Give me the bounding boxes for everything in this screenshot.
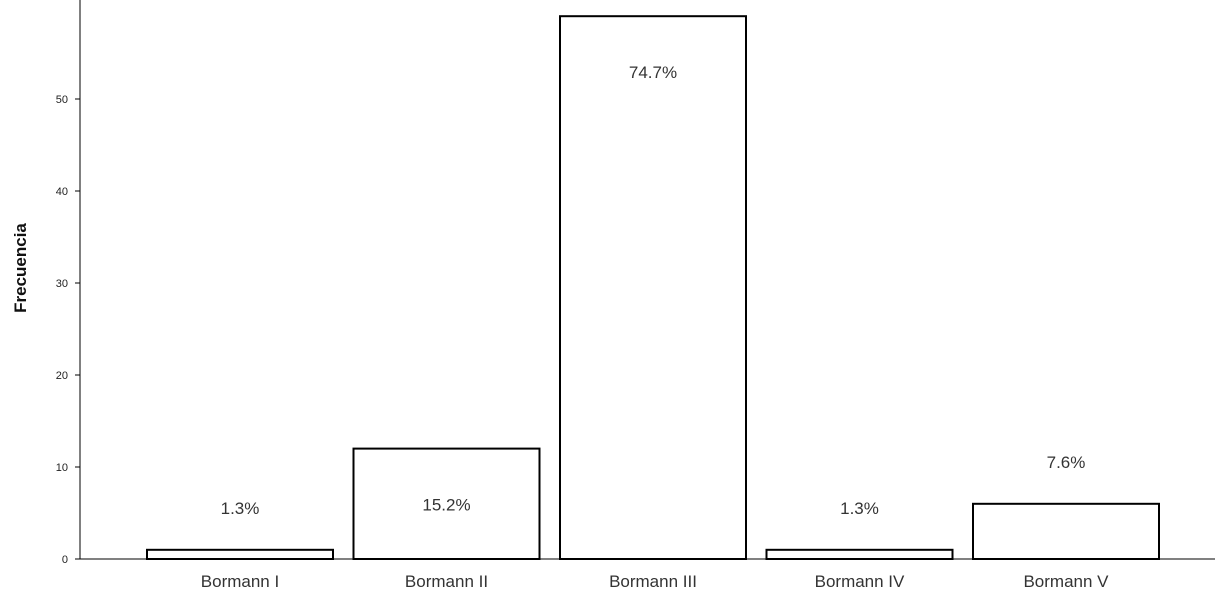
x-tick-label: Bormann I bbox=[201, 572, 279, 591]
x-axis: Bormann I Bormann II Bormann III Bormann IV… bbox=[80, 558, 1215, 591]
x-tick-label: Bormann II bbox=[405, 572, 488, 591]
y-tick-label: 20 bbox=[56, 370, 68, 382]
y-tick-label: 40 bbox=[56, 186, 68, 198]
data-label: 15.2% bbox=[422, 496, 470, 515]
data-label: 74.7% bbox=[629, 63, 677, 82]
x-tick-label: Bormann IV bbox=[815, 572, 905, 591]
y-axis: 0 10 20 30 40 50 bbox=[56, 0, 81, 566]
data-label: 1.3% bbox=[840, 499, 879, 518]
y-tick-label: 0 bbox=[62, 554, 68, 566]
x-tick-label: Bormann V bbox=[1023, 572, 1109, 591]
bar-3 bbox=[559, 15, 747, 560]
data-label: 7.6% bbox=[1047, 453, 1086, 472]
y-tick-label: 30 bbox=[56, 278, 68, 290]
bar-4 bbox=[765, 548, 954, 560]
data-labels: 1.3% 15.2% 74.7% 1.3% 7.6% bbox=[221, 63, 1086, 518]
bar-1 bbox=[146, 548, 334, 560]
data-label: 1.3% bbox=[221, 499, 260, 518]
bar-2 bbox=[352, 447, 541, 561]
y-tick-label: 50 bbox=[56, 94, 68, 106]
y-tick-label: 10 bbox=[56, 462, 68, 474]
bars bbox=[146, 15, 1160, 561]
y-axis-title: Frecuencia bbox=[11, 223, 30, 313]
bar-5 bbox=[972, 502, 1160, 560]
x-tick-label: Bormann III bbox=[609, 572, 697, 591]
